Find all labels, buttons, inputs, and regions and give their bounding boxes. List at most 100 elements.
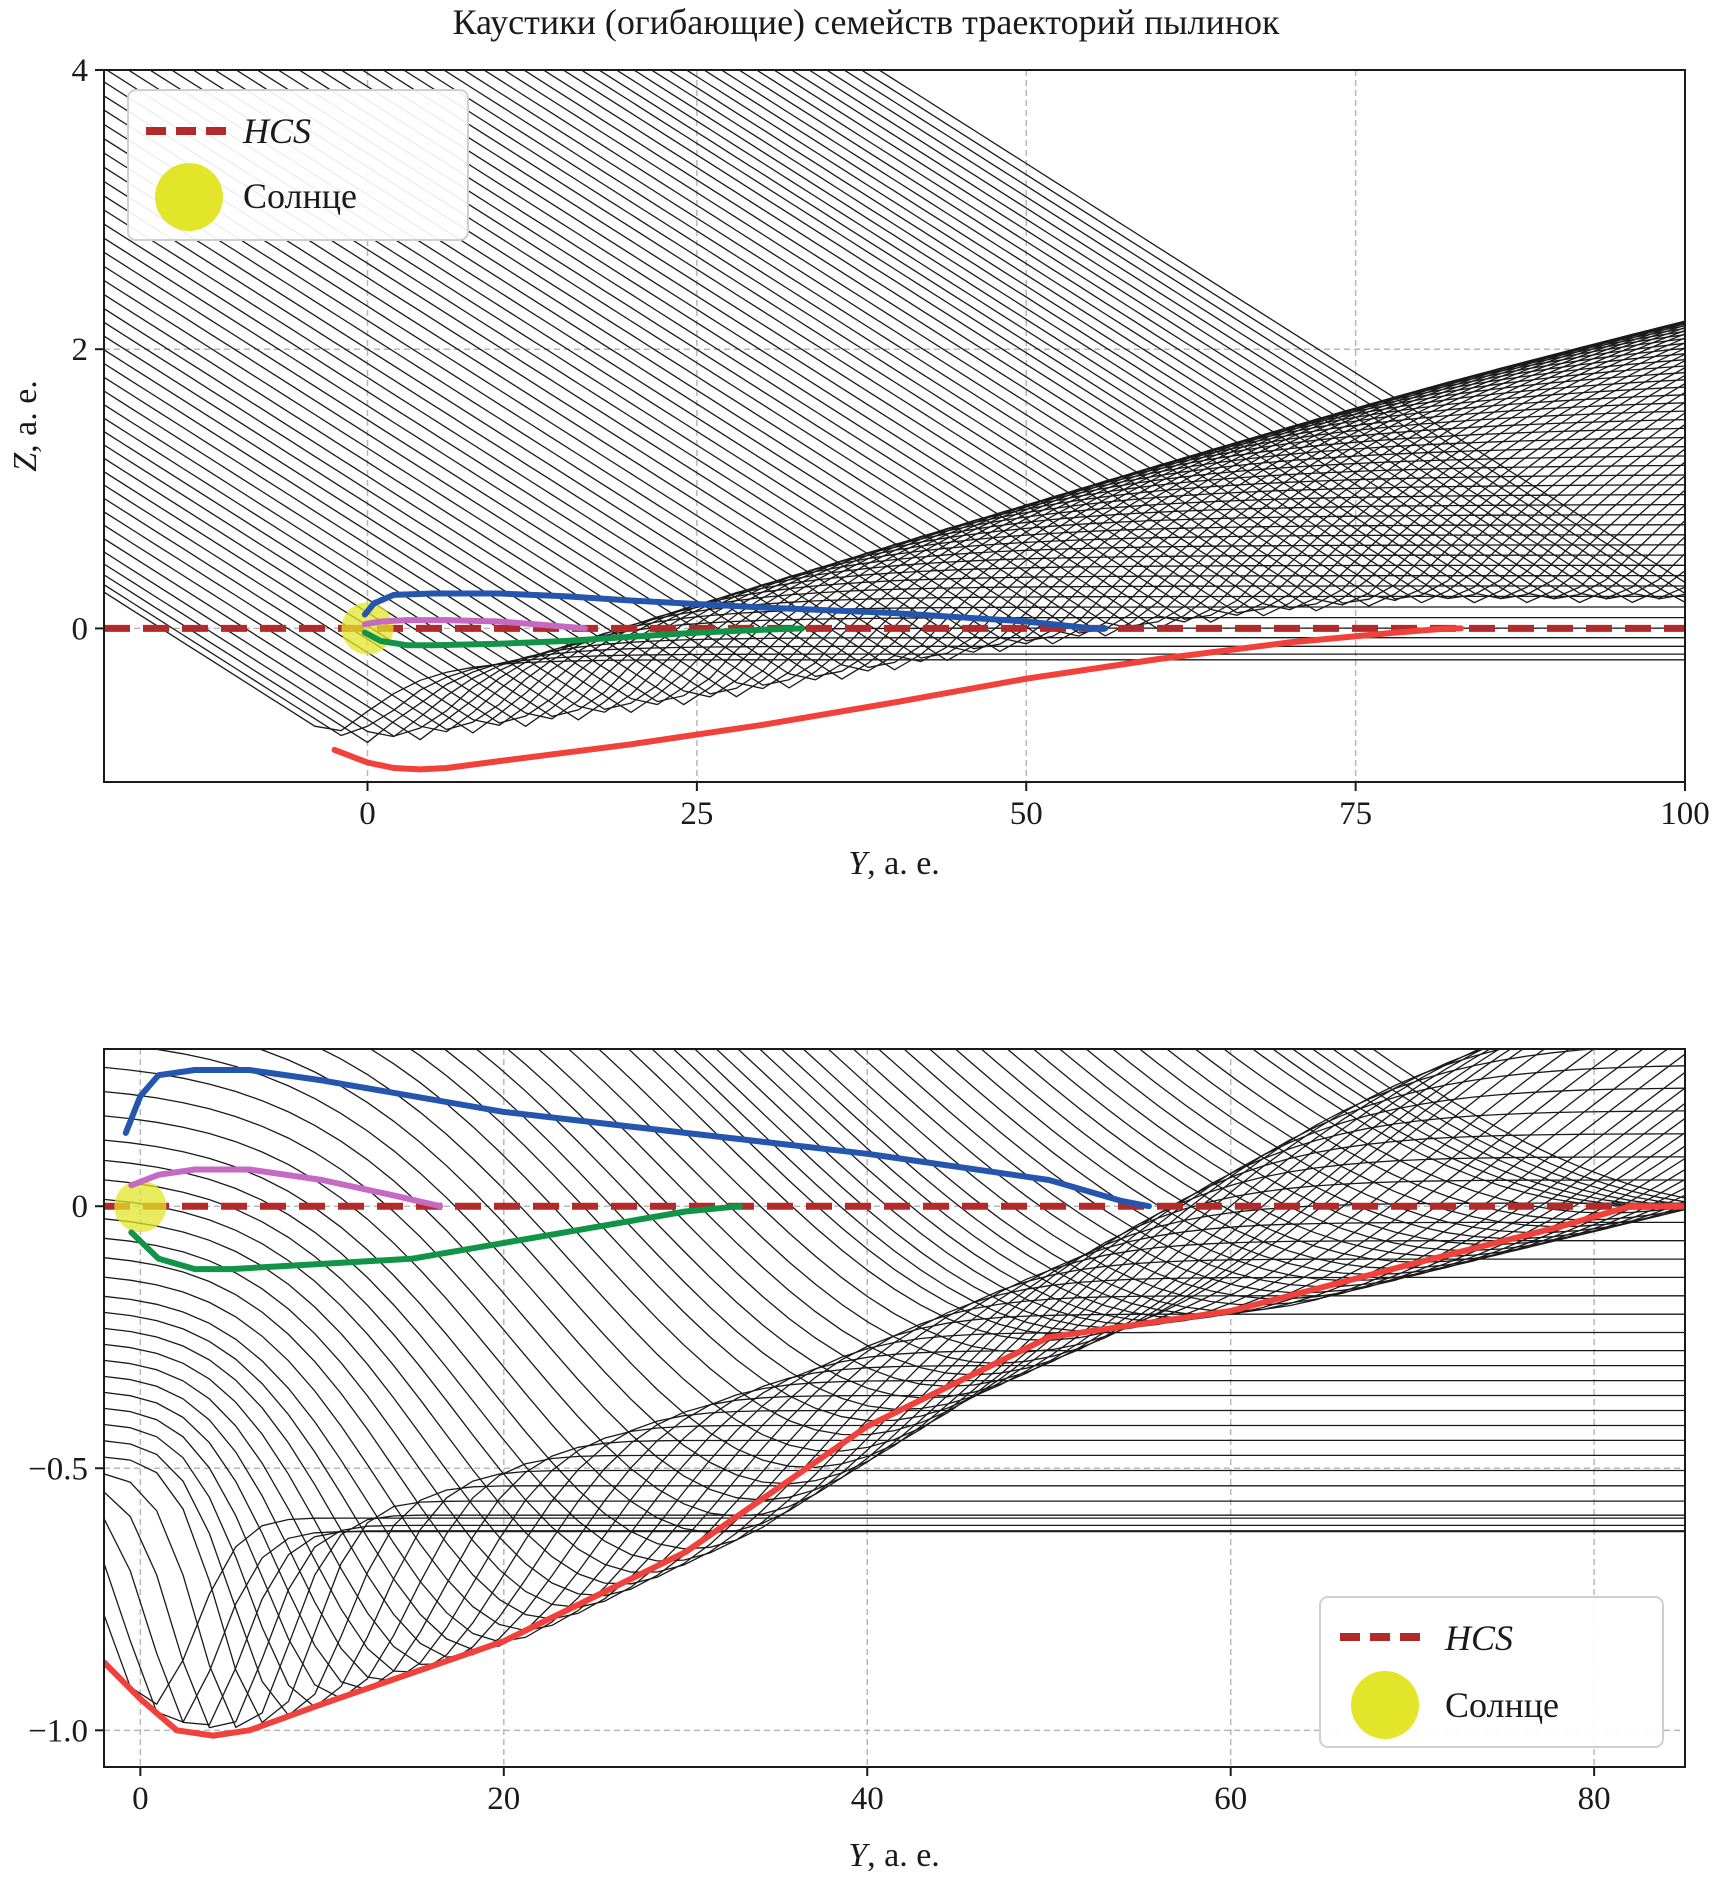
bot-trajectory-line (1165, 1049, 1685, 1228)
bottom-legend: HCS Солнце (1319, 1596, 1664, 1748)
bot-x-tick-label: 40 (851, 1781, 884, 1817)
top-trajectory-line (104, 538, 1685, 741)
bottom-panel: 0 20 40 60 80 −1.0 −0.5 0 Y, a. e. HCS Солнце (28, 1048, 1686, 1874)
bot-trajectory-line (1222, 1049, 1685, 1214)
bottom-caustic-red (104, 1203, 1685, 1739)
top-trajectory-line (104, 81, 1685, 653)
top-trajectory-line (402, 70, 1685, 617)
bot-x-tick-label: 20 (487, 1781, 520, 1817)
top-trajectory-line (542, 70, 1685, 602)
bot-trajectory-line (1331, 1049, 1685, 1206)
bot-trajectory-line (1085, 1049, 1685, 1245)
top-trajectory-line (720, 70, 1685, 600)
bottom-x-axis-label: Y, a. e. (848, 1837, 940, 1874)
bot-trajectory-line (104, 1375, 1685, 1682)
top-trajectory-line (790, 70, 1685, 604)
top-x-tick-label: 25 (680, 796, 713, 832)
top-trajectory-line (104, 321, 1685, 698)
top-trajectory-line (772, 70, 1685, 600)
bot-trajectory-line (1311, 1049, 1685, 1207)
bot-trajectory-line (1351, 1049, 1685, 1203)
bot-trajectory-line (1371, 1049, 1685, 1199)
top-trajectory-line (104, 294, 1685, 698)
bot-trajectory-line (852, 1049, 1685, 1300)
top-trajectory-line (104, 362, 1685, 706)
top-axes-frame (103, 69, 1686, 783)
bottom-caustic-pink (128, 1166, 444, 1210)
top-trajectory-line (104, 404, 1685, 713)
bot-trajectory-line (1194, 1049, 1685, 1221)
top-trajectory-line (104, 584, 1685, 737)
bot-y-tick-label: 0 (72, 1189, 89, 1225)
top-trajectory-line (737, 70, 1685, 604)
bot-trajectory-line (1138, 1049, 1685, 1234)
top-trajectory-line (104, 524, 1685, 733)
bot-trajectory-line (1111, 1049, 1685, 1239)
bot-trajectory-line (104, 1218, 1685, 1597)
bot-x-tick-label: 60 (1214, 1781, 1247, 1817)
bottom-caustic-blue (122, 1067, 1152, 1210)
top-trajectory-line (104, 335, 1685, 706)
top-caustic-green (361, 625, 806, 649)
bottom-trajectory-family (104, 1049, 1685, 1729)
bot-trajectory-line (802, 1049, 1685, 1312)
top-trajectory-line (361, 70, 1685, 616)
top-trajectory-line (104, 574, 1685, 744)
bot-trajectory-line (257, 1049, 1685, 1469)
top-trajectory-line (422, 70, 1685, 611)
top-trajectory-line (685, 70, 1685, 604)
top-legend: HCS Солнце (127, 89, 469, 241)
bot-trajectory-line (567, 1049, 1501, 1365)
top-trajectory-line (104, 563, 1685, 738)
top-trajectory-line (104, 95, 1685, 650)
bot-trajectory-line (780, 1049, 1685, 1316)
top-caustic-red (331, 625, 1464, 773)
bot-trajectory-line (369, 1049, 1601, 1436)
bottom-legend-sun-label: Солнце (1445, 1685, 1559, 1725)
top-trajectory-line (482, 70, 1685, 606)
top-trajectory-line (650, 70, 1685, 600)
bot-trajectory-line (104, 1066, 1685, 1501)
bot-trajectory-line (475, 1049, 1482, 1399)
bot-trajectory-line (736, 1049, 1645, 1322)
bot-trajectory-line (104, 1518, 1685, 1726)
top-trajectory-line (104, 591, 1685, 732)
bot-trajectory-line (877, 1049, 1685, 1294)
bot-trajectory-line (954, 1049, 1685, 1276)
bot-trajectory-line (928, 1049, 1685, 1282)
top-x-tick-label: 50 (1010, 796, 1043, 832)
top-legend-sun-label: Солнце (243, 176, 357, 216)
bot-trajectory-line (1058, 1049, 1685, 1251)
bot-x-tick-label: 0 (132, 1781, 149, 1817)
bot-trajectory-line (1291, 1049, 1685, 1207)
top-trajectory-line (104, 152, 1685, 663)
bot-x-tick-label: 80 (1578, 1781, 1611, 1817)
bot-trajectory-line (104, 1473, 1685, 1729)
top-trajectory-line (104, 431, 1685, 718)
top-x-tick-label: 0 (359, 796, 376, 832)
top-trajectory-line (104, 551, 1685, 737)
top-caustic-pink (361, 617, 588, 632)
bottom-axes-frame (103, 1048, 1686, 1768)
bot-trajectory-line (715, 1049, 1620, 1326)
figure-title: Каустики (огибающие) семейств траекторий… (452, 2, 1280, 42)
bot-trajectory-line (506, 1049, 1485, 1388)
top-trajectory-line (562, 70, 1685, 600)
bot-trajectory-line (1032, 1049, 1685, 1257)
bot-trajectory-line (104, 1440, 1685, 1717)
top-x-tick-label: 75 (1339, 796, 1372, 832)
top-trajectory-line (667, 70, 1685, 600)
top-y-axis-label: Z, a. e. (7, 380, 44, 472)
top-trajectory-line (104, 180, 1685, 669)
top-y-tick-label: 0 (72, 611, 89, 647)
bot-trajectory-line (104, 1407, 1685, 1700)
top-trajectory-line (877, 70, 1685, 583)
bot-trajectory-line (104, 1327, 1685, 1658)
bot-trajectory-line (104, 1237, 1685, 1608)
bot-trajectory-line (104, 1530, 1685, 1723)
top-legend-sun-swatch (155, 163, 223, 231)
top-trajectory-line (755, 70, 1685, 600)
top-trajectory-line (842, 70, 1685, 603)
bottom-sun-marker (114, 1180, 167, 1233)
